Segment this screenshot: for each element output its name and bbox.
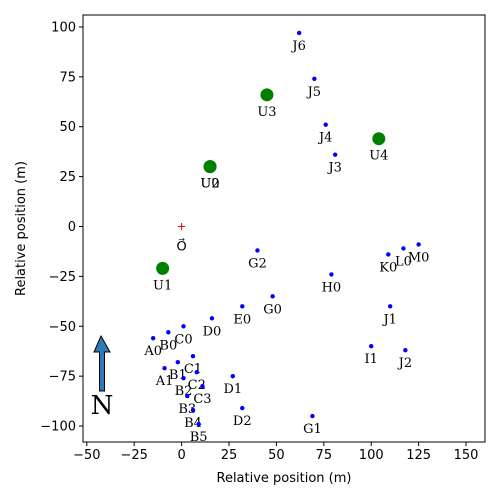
sensor-point [240,304,245,309]
x-tick-label: 150 [454,448,479,463]
sensor-point [387,304,393,309]
north-arrow-icon [93,334,111,392]
sensor-point [240,405,245,411]
x-tick-label: 25 [221,448,238,463]
sensor-point [323,122,328,127]
sensor-label: B3 [178,402,196,417]
sensor-point [310,413,315,419]
sensor-label: M0 [408,250,430,265]
sensor-label: B0 [159,338,177,353]
y-tick-label: 0 [68,220,76,235]
sensor-label: J4 [317,131,332,146]
x-tick-label: 0 [177,448,185,463]
x-axis-ticks: −50 −25 0 25 50 75 100 125 150 [73,442,478,463]
y-tick-label: −75 [49,370,76,385]
x-tick-label: 100 [359,448,384,463]
uav-label: U1 [153,278,172,293]
sensor-point [369,344,374,349]
y-tick-label: −100 [40,420,76,435]
sensor-label: G1 [303,422,322,437]
sensor-label: G2 [248,256,267,271]
sensor-label: G0 [263,302,282,317]
plot-frame [82,14,486,443]
sensor-label: B5 [190,430,208,445]
sensor-point [209,316,215,321]
uav-point [203,160,217,174]
sensor-label: A0 [143,344,162,359]
sensor-label: D0 [203,324,222,339]
sensor-point [332,152,338,157]
sensor-point [196,421,201,427]
sensor-label: C3 [193,392,211,407]
sensor-label: J2 [397,356,412,371]
sensor-point [312,76,317,82]
y-tick-label: 25 [59,170,76,185]
sensor-label: H0 [322,280,342,295]
sensor-label: J5 [306,85,321,100]
sensor-point [181,324,186,329]
sensor-point [162,365,167,371]
sensor-label: J6 [290,39,305,54]
y-tick-label: 100 [51,20,76,35]
sensor-point [401,246,406,251]
sensor-point [403,348,408,353]
x-tick-label: −50 [73,448,100,463]
y-tick-label: 50 [59,120,76,135]
sensor-point [255,248,260,253]
sensor-point [190,407,196,413]
sensor-label: I1 [365,352,378,367]
y-axis-ticks: −100 −75 −50 −25 0 25 50 75 100 [40,20,83,435]
sensor-label: K0 [379,260,397,275]
x-axis-label: Relative position (m) [217,471,352,486]
north-label: N [91,391,114,421]
x-tick-label: 125 [406,448,431,463]
origin-label: O⃗ [176,238,186,254]
sensor-point [416,242,421,247]
sensor-label: D1 [223,382,242,397]
y-tick-label: −50 [49,320,76,335]
sensor-point [181,375,186,381]
sensor-point [185,393,190,399]
uav-point [156,261,170,275]
sensor-point [166,330,171,335]
plot-area [82,14,486,443]
sensor-point [230,373,236,379]
sensor-label: C0 [174,332,192,347]
uav-label: U0 [200,177,219,192]
sensor-point [296,30,302,36]
sensor-point [190,354,196,359]
uav-point [260,88,274,102]
uav-label: U3 [257,105,276,120]
north-arrow: N [91,334,114,421]
uav-label: U4 [369,149,388,164]
y-tick-label: −25 [49,270,76,285]
y-axis-label: Relative position (m) [14,161,29,296]
x-tick-label: 75 [316,448,333,463]
y-tick-label: 75 [59,70,76,85]
sensor-point [329,272,334,277]
sensor-label: A1 [155,374,174,389]
sensor-point [200,383,205,389]
sensor-label: C1 [184,362,202,377]
sensor-label: C2 [188,378,206,393]
sensor-label: L0 [395,254,412,269]
sensor-label: E0 [233,312,251,327]
sensor-point [270,294,275,299]
sensor-label: D2 [233,414,252,429]
sensor-point [175,359,181,365]
sensor-point [150,336,156,341]
x-tick-label: 50 [268,448,285,463]
sensor-label: J3 [326,161,341,176]
sensor-label: J1 [381,312,396,327]
x-tick-label: −25 [120,448,147,463]
sensor-point [386,252,391,257]
sensor-label: B4 [184,416,202,431]
uav-label: U2 [200,177,219,192]
sensor-label: B2 [175,384,193,399]
uav-point [372,132,386,146]
sensor-point [194,369,199,375]
